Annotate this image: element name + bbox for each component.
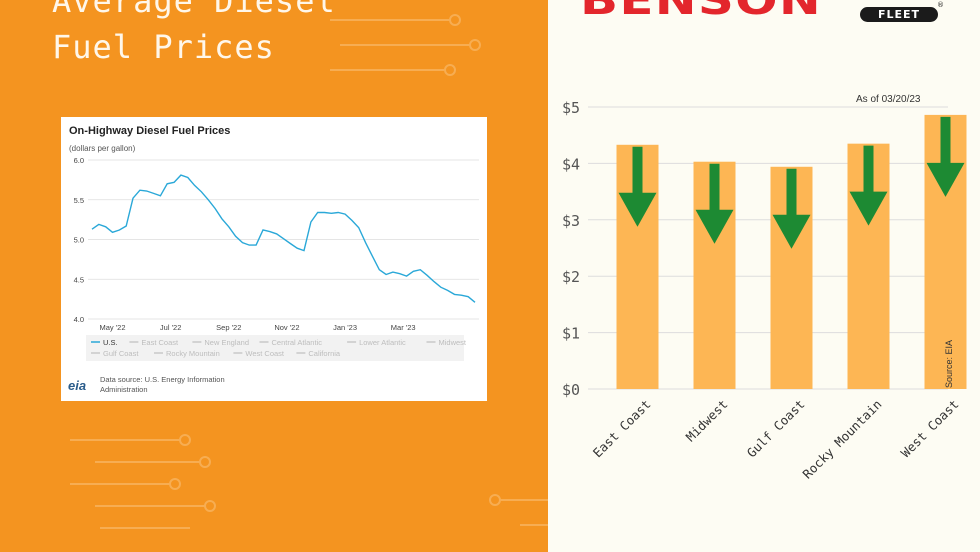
legend-entry: Lower Atlantic <box>359 338 406 347</box>
eia-logo: eia <box>68 378 86 393</box>
eia-x-tick-label: Sep '22 <box>216 323 241 332</box>
legend-entry: East Coast <box>141 338 179 347</box>
eia-chart-subtitle: (dollars per gallon) <box>69 144 136 153</box>
eia-y-tick-label: 4.5 <box>74 275 84 284</box>
eia-x-tick-label: Nov '22 <box>274 323 299 332</box>
fleet-badge: FLEET <box>860 7 938 22</box>
eia-y-tick-label: 6.0 <box>74 156 84 165</box>
circuit-decoration <box>70 14 548 529</box>
eia-x-tick-label: Jan '23 <box>333 323 357 332</box>
eia-x-tick-label: Jul '22 <box>160 323 181 332</box>
legend-entry: Midwest <box>439 338 467 347</box>
bar-y-tick-label: $3 <box>562 212 580 230</box>
bar-y-tick-label: $4 <box>562 155 580 173</box>
headline-line-2: Fuel Prices <box>52 28 275 66</box>
down-arrow-icon <box>926 116 965 197</box>
series-line-us <box>91 174 476 303</box>
down-arrow-icon <box>618 146 657 227</box>
bar-x-label: Gulf Coast <box>744 397 808 461</box>
source-label: Source: EIA <box>944 340 954 388</box>
registered-mark: ® <box>937 1 944 9</box>
bar-y-tick-label: $1 <box>562 325 580 343</box>
eia-x-tick-label: Mar '23 <box>391 323 416 332</box>
brand-logo: BENSON <box>580 0 822 24</box>
eia-source-line-2: Administration <box>100 385 148 394</box>
eia-line-chart: On-Highway Diesel Fuel Prices (dollars p… <box>68 125 479 394</box>
eia-y-tick-label: 4.0 <box>74 315 84 324</box>
legend-entry: New England <box>204 338 249 347</box>
bar-y-tick-label: $0 <box>562 381 580 399</box>
down-arrow-icon <box>772 168 811 249</box>
bar-x-label: East Coast <box>590 397 654 461</box>
eia-chart-card: On-Highway Diesel Fuel Prices (dollars p… <box>61 117 487 401</box>
right-panel: $0 $1 $2 $3 $4 $5 East Coast Midwest Gulf Coast… <box>548 0 980 552</box>
eia-x-tick-label: May '22 <box>100 323 126 332</box>
legend-entry: West Coast <box>245 349 285 358</box>
as-of-annotation: As of 03/20/23 <box>856 94 921 105</box>
eia-source-line-1: Data source: U.S. Energy Information <box>100 375 225 384</box>
headline-line-1: Average Diesel <box>52 0 336 20</box>
bar-y-tick-label: $2 <box>562 268 580 286</box>
legend-entry: California <box>308 349 341 358</box>
bar-x-label: West Coast <box>898 397 962 461</box>
legend-entry: U.S. <box>103 338 118 347</box>
bar-x-label: Rocky Mountain <box>800 397 885 482</box>
eia-chart-title: On-Highway Diesel Fuel Prices <box>69 125 230 137</box>
eia-y-tick-label: 5.5 <box>74 196 84 205</box>
eia-y-tick-label: 5.0 <box>74 236 84 245</box>
eia-legend-box <box>86 335 464 361</box>
left-panel: Average Diesel Fuel Prices On-Highway Di… <box>0 0 548 552</box>
legend-entry: Central Atlantic <box>272 338 323 347</box>
regional-bar-chart: $0 $1 $2 $3 $4 $5 East Coast Midwest Gulf Coast… <box>562 94 967 482</box>
bar-x-label: Midwest <box>683 397 731 445</box>
legend-entry: Rocky Mountain <box>166 349 220 358</box>
down-arrow-icon <box>849 145 888 226</box>
down-arrow-icon <box>695 163 734 244</box>
legend-entry: Gulf Coast <box>103 349 139 358</box>
bar-y-tick-label: $5 <box>562 99 580 117</box>
